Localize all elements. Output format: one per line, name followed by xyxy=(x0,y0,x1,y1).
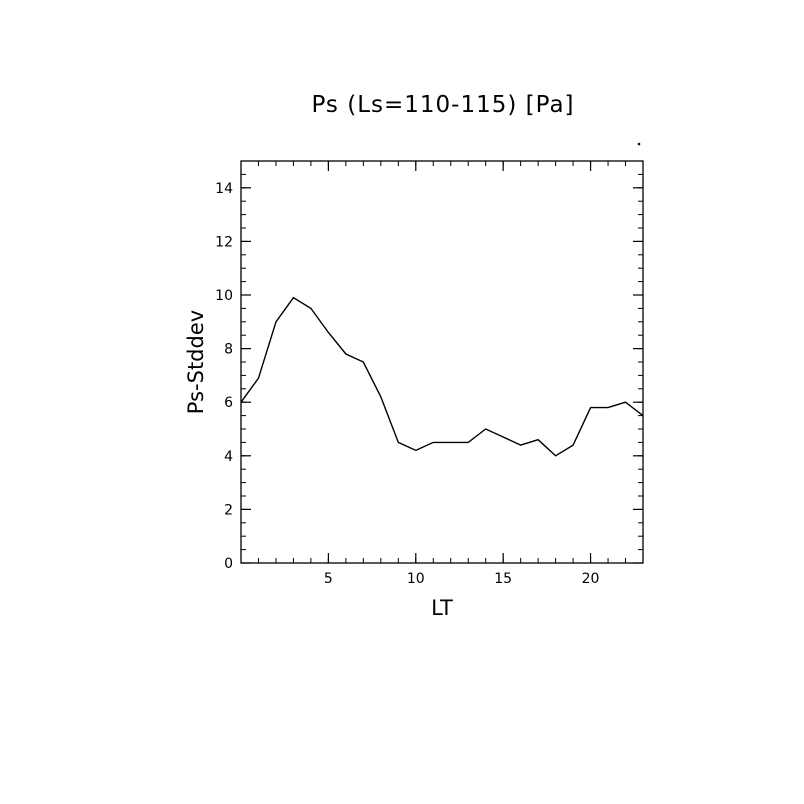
y-tick-label: 6 xyxy=(224,395,233,411)
y-tick-label: 12 xyxy=(215,234,233,250)
x-axis-label: LT xyxy=(431,596,453,620)
x-tick-label: 10 xyxy=(407,571,425,587)
y-axis-label: Ps-Stddev xyxy=(184,310,208,414)
y-tick-label: 4 xyxy=(224,449,233,465)
y-tick-label: 2 xyxy=(224,502,233,518)
x-tick-label: 20 xyxy=(582,571,600,587)
plot-area-frame xyxy=(240,160,644,564)
axis-ticks xyxy=(241,161,643,564)
chart-title: Ps (Ls=110-115) [Pa] xyxy=(311,92,574,118)
axis-tick-labels: 5 10 15 20 0 2 4 6 8 10 12 14 xyxy=(215,181,599,587)
x-tick-label: 5 xyxy=(324,571,333,587)
y-tick-label: 10 xyxy=(215,288,233,304)
series-layer xyxy=(240,296,644,457)
corner-dot xyxy=(637,142,641,146)
series-line xyxy=(240,296,644,457)
x-tick-label: 15 xyxy=(494,571,512,587)
y-tick-label: 14 xyxy=(215,181,233,197)
y-tick-label: 8 xyxy=(224,342,233,358)
y-tick-label: 0 xyxy=(224,556,233,572)
